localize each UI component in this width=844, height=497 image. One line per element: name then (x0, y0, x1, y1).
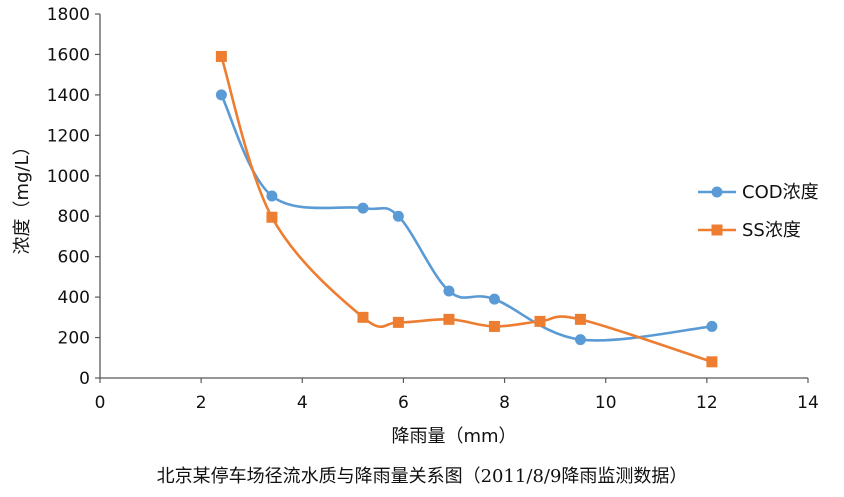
series-line (220, 56, 713, 364)
legend-marker (711, 186, 723, 198)
data-point (706, 356, 718, 368)
data-point (488, 320, 500, 332)
data-point (392, 210, 404, 222)
y-axis-title: 浓度（mg/L） (12, 137, 33, 254)
y-tick-label: 1000 (47, 167, 90, 187)
chart-svg: 0 200 400 600 800 1000 1200 1400 1600 1800 0 2 4 6 8 10… (12, 5, 819, 447)
legend: COD浓度 SS浓度 (698, 182, 819, 241)
axes: 0 200 400 600 800 1000 1200 1400 1600 1800 0 2 4 6 8 10… (47, 5, 819, 413)
y-tick-label: 0 (79, 369, 90, 389)
x-tick-label: 14 (797, 393, 819, 413)
y-tick-label: 1200 (47, 126, 90, 146)
x-tick-label: 2 (196, 393, 207, 413)
x-tick-label: 6 (398, 393, 409, 413)
data-point (443, 313, 455, 325)
data-point (392, 316, 404, 328)
data-point (357, 202, 369, 214)
data-point (266, 211, 278, 223)
series-layer (215, 50, 718, 368)
data-point (266, 190, 278, 202)
y-tick-label: 1600 (47, 45, 90, 65)
series-line (220, 94, 713, 342)
legend-label: COD浓度 (742, 182, 819, 203)
y-tick-label: 800 (58, 207, 90, 227)
x-tick-label: 8 (499, 393, 510, 413)
data-point (357, 311, 369, 323)
data-point (488, 293, 500, 305)
data-point (215, 89, 227, 101)
y-tick-label: 400 (58, 288, 90, 308)
legend-label: SS浓度 (742, 220, 801, 241)
y-tick-label: 1400 (47, 86, 90, 106)
x-tick-label: 0 (95, 393, 106, 413)
data-point (443, 285, 455, 297)
x-tick-label: 4 (297, 393, 308, 413)
data-point (215, 50, 227, 62)
figure-caption: 北京某停车场径流水质与降雨量关系图（2011/8/9降雨监测数据） (156, 466, 688, 487)
legend-marker (711, 224, 723, 236)
legend-item: SS浓度 (698, 220, 801, 241)
data-point (574, 313, 586, 325)
y-tick-label: 200 (58, 329, 90, 349)
data-point (706, 320, 718, 332)
data-point (574, 334, 586, 346)
x-axis-title: 降雨量（mm） (391, 426, 516, 447)
y-tick-label: 600 (58, 248, 90, 268)
series-ss (215, 50, 718, 368)
series-cod (215, 89, 718, 346)
y-tick-label: 1800 (47, 5, 90, 25)
x-tick-label: 10 (595, 393, 617, 413)
legend-item: COD浓度 (698, 182, 819, 203)
x-tick-label: 12 (696, 393, 718, 413)
data-point (534, 315, 546, 327)
